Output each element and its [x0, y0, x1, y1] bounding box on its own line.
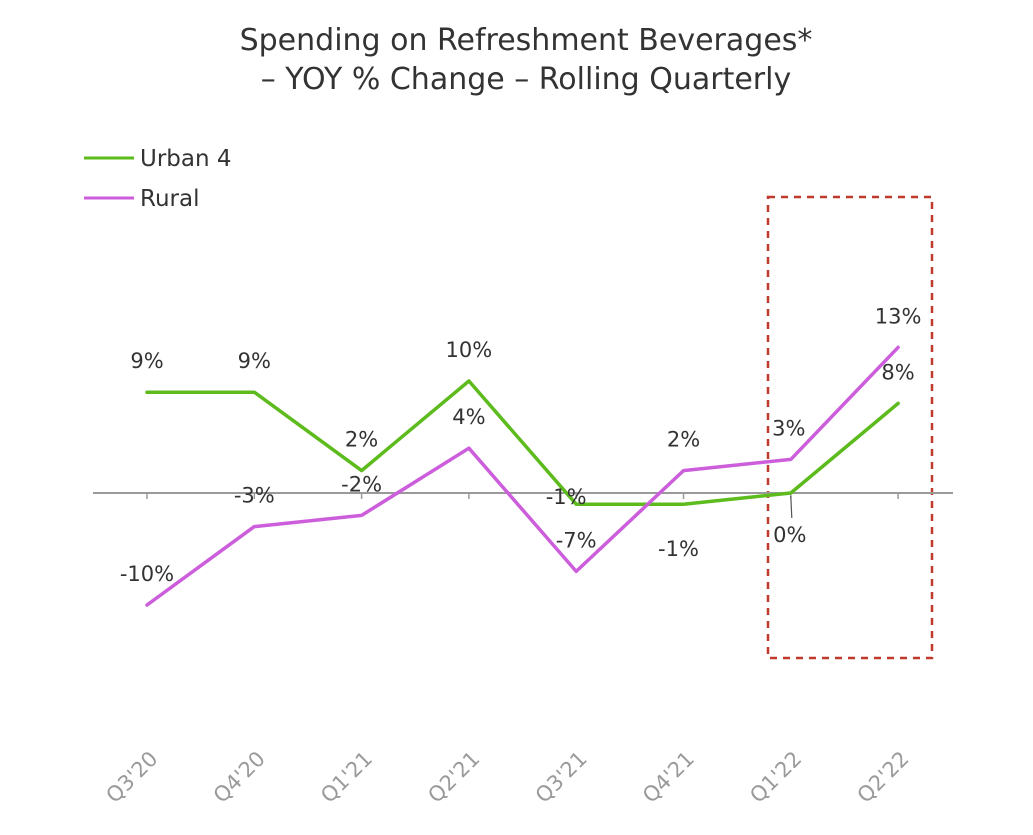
x-tick-label-q3-21: Q3'21 [531, 747, 592, 808]
x-tick-label-q3-20: Q3'20 [101, 747, 162, 808]
data-label-urban-4-q2-22: 8% [881, 360, 914, 384]
series-line-rural [145, 345, 900, 607]
data-label-urban-4-q3-20: 9% [130, 349, 163, 373]
data-label-rural-q2-22: 13% [875, 304, 922, 328]
legend-label-rural: Rural [140, 186, 199, 212]
chart-title-line-1: Spending on Refreshment Beverages* [240, 23, 813, 58]
chart-title-line-2: – YOY % Change – Rolling Quarterly [261, 62, 791, 97]
data-label-rural-q1-22: 3% [772, 416, 805, 440]
data-label-rural-q1-21: -2% [341, 472, 382, 496]
x-axis [93, 492, 953, 499]
x-tick-label-q2-22: Q2'22 [853, 747, 914, 808]
data-label-rural-q3-21: -7% [556, 528, 597, 552]
x-tick-label-q4-21: Q4'21 [638, 747, 699, 808]
data-label-urban-4-q4-21: -1% [658, 537, 699, 561]
data-label-urban-4-q1-22: 0% [773, 523, 806, 547]
highlight-box [766, 195, 934, 660]
data-label-rural-q2-21: 4% [452, 405, 485, 429]
data-label-rural-q3-20: -10% [120, 562, 174, 586]
data-label-rural-q4-21: 2% [667, 428, 700, 452]
data-label-urban-4-q3-21: -1% [546, 485, 587, 509]
series-lines [145, 345, 900, 607]
data-labels: 9% 9% 2% 10% -1% -1% 0% 8% -10% -3% -2% 4% -7% 2% 3% 13… [120, 304, 922, 586]
series-line-urban-4 [145, 379, 900, 506]
legend-label-urban-4: Urban 4 [140, 146, 232, 172]
legend: Urban 4 Rural [84, 146, 232, 212]
data-label-urban-4-q4-20: 9% [238, 349, 271, 373]
x-tick-label-q4-20: Q4'20 [209, 747, 270, 808]
leader-line-urban-4-q1-22 [790, 495, 793, 519]
x-tick-label-q1-21: Q1'21 [316, 747, 377, 808]
data-label-urban-4-q2-21: 10% [446, 338, 493, 362]
x-tick-labels: Q3'20 Q4'20 Q1'21 Q2'21 Q3'21 Q4'21 Q1'22 Q2'22 [101, 747, 913, 808]
x-tick-label-q1-22: Q1'22 [745, 747, 806, 808]
data-label-urban-4-q1-21: 2% [345, 428, 378, 452]
data-label-rural-q4-20: -3% [234, 484, 275, 508]
x-tick-label-q2-21: Q2'21 [423, 747, 484, 808]
